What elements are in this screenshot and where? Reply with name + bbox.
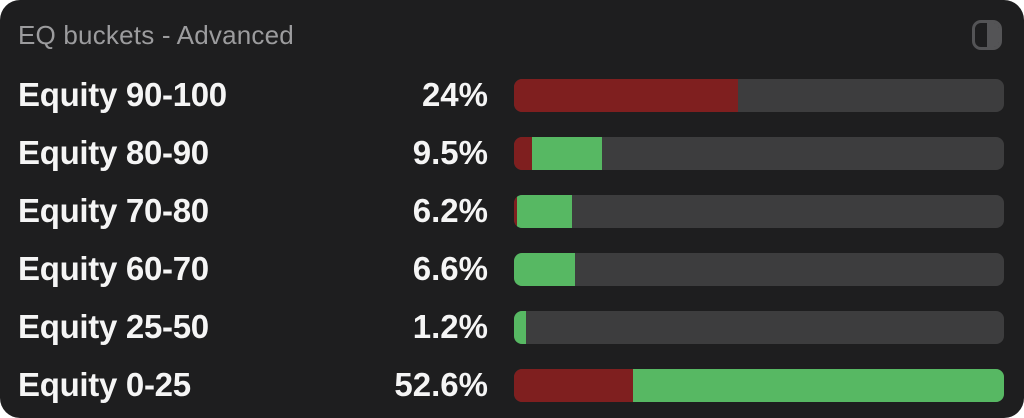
equity-row-80-90: Equity 80-90 9.5%: [0, 124, 1024, 182]
bucket-value: 52.6%: [394, 366, 488, 403]
bar-red-segment: [514, 78, 738, 112]
panel-toggle-icon-fill: [987, 23, 999, 47]
bar-green-segment: [514, 310, 526, 344]
bar-red-segment: [514, 136, 533, 170]
bar-green-segment: [514, 252, 576, 286]
panel-header: EQ buckets - Advanced: [0, 0, 1024, 56]
equity-row-0-25: Equity 0-25 52.6%: [0, 356, 1024, 414]
bucket-label: Equity 0-25: [18, 366, 191, 403]
equity-row-60-70: Equity 60-70 6.6%: [0, 240, 1024, 298]
bucket-bar: [514, 252, 1004, 286]
panel-title: EQ buckets - Advanced: [18, 19, 294, 50]
panel-toggle-icon[interactable]: [972, 20, 1002, 50]
bucket-value: 9.5%: [412, 134, 488, 171]
bucket-value: 1.2%: [412, 308, 488, 345]
bar-green-segment: [516, 194, 572, 228]
bucket-label: Equity 60-70: [18, 250, 209, 287]
bucket-label: Equity 80-90: [18, 134, 209, 171]
bar-green-segment: [632, 368, 1004, 402]
bar-red-segment: [514, 194, 517, 228]
equity-row-70-80: Equity 70-80 6.2%: [0, 182, 1024, 240]
bucket-rows: Equity 90-100 24% Equity 80-90 9.5% Equi…: [0, 56, 1024, 414]
bucket-label: Equity 90-100: [18, 76, 227, 113]
bucket-bar: [514, 368, 1004, 402]
bucket-bar: [514, 136, 1004, 170]
bucket-value: 6.2%: [412, 192, 488, 229]
bar-red-segment: [514, 368, 633, 402]
bucket-value: 24%: [421, 76, 488, 113]
bucket-label: Equity 25-50: [18, 308, 209, 345]
bucket-bar: [514, 194, 1004, 228]
bucket-bar: [514, 78, 1004, 112]
bucket-label: Equity 70-80: [18, 192, 209, 229]
equity-row-90-100: Equity 90-100 24%: [0, 66, 1024, 124]
bar-green-segment: [532, 136, 603, 170]
bucket-bar: [514, 310, 1004, 344]
equity-row-25-50: Equity 25-50 1.2%: [0, 298, 1024, 356]
bucket-value: 6.6%: [412, 250, 488, 287]
